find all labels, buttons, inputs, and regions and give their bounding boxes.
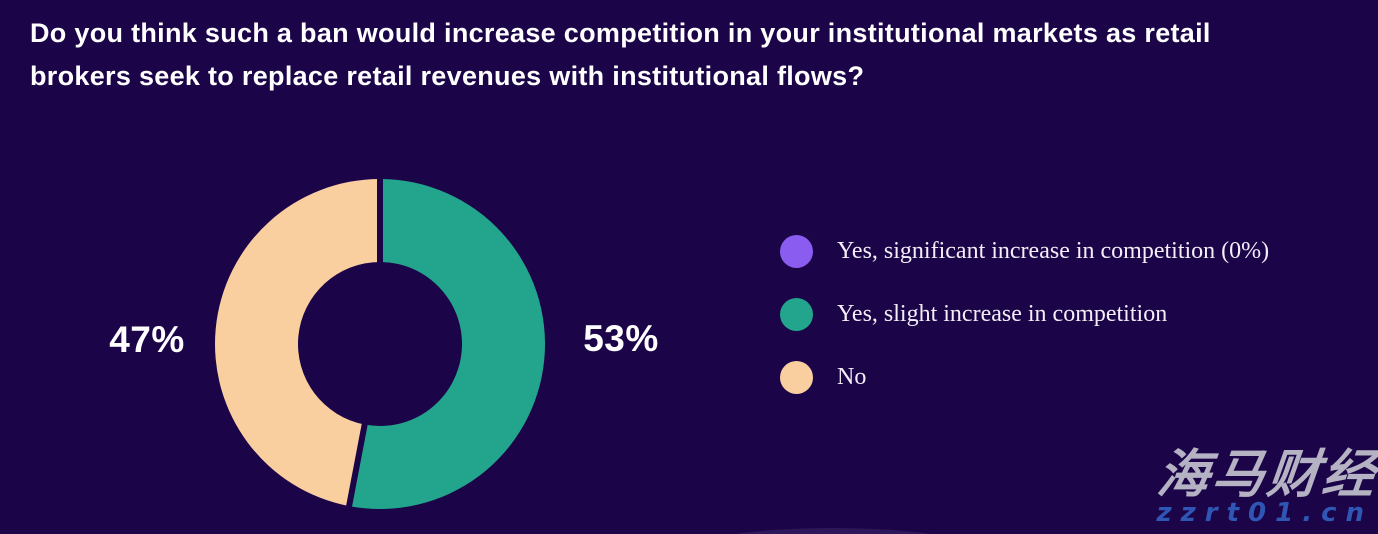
- watermark-url: zzrt01.cn: [1156, 498, 1373, 528]
- legend-swatch-purple-icon: [780, 235, 813, 268]
- legend-item-label: Yes, slight increase in competition: [837, 301, 1168, 327]
- legend-swatch-teal-icon: [780, 298, 813, 331]
- question-title: Do you think such a ban would increase c…: [30, 18, 1211, 91]
- legend-item-significant-increase: Yes, significant increase in competition…: [780, 235, 1269, 268]
- data-label-slight-increase-53: 53%: [583, 318, 659, 359]
- legend-item-label: No: [837, 364, 867, 390]
- data-label-no-47: 47%: [109, 319, 185, 360]
- donut-slice-2: [215, 179, 380, 507]
- legend-item-label: Yes, significant increase in competition…: [837, 238, 1270, 264]
- slice-divider: [345, 419, 369, 512]
- donut-slice-1: [349, 179, 545, 510]
- legend-item-no: No: [780, 361, 1269, 394]
- legend-swatch-peach-icon: [780, 361, 813, 394]
- watermark-brand: 海马财经: [1154, 446, 1378, 504]
- legend-item-slight-increase: Yes, slight increase in competition: [780, 298, 1269, 331]
- legend: Yes, significant increase in competition…: [780, 235, 1269, 424]
- bottom-glow-ellipse: [688, 528, 978, 534]
